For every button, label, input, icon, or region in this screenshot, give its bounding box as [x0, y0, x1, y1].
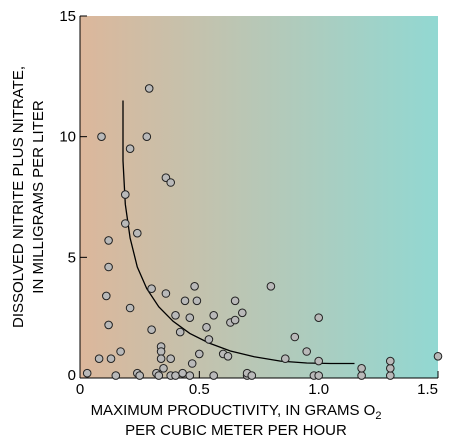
data-point [161, 289, 171, 298]
data-point [121, 190, 130, 199]
data-point [230, 296, 240, 306]
data-point [82, 368, 92, 378]
data-point [144, 84, 154, 93]
data-point [166, 354, 175, 364]
data-point [178, 368, 187, 378]
svg-text:MAXIMUM PRODUCTIVITY, IN GRAMS: MAXIMUM PRODUCTIVITY, IN GRAMS O2 [91, 402, 382, 422]
data-point [247, 371, 257, 380]
y-axis-title-line2: IN MILLIGRAMS PER LITER [30, 100, 47, 294]
data-point [159, 364, 168, 373]
data-point [266, 282, 276, 291]
data-point [281, 354, 290, 364]
data-point [104, 262, 113, 272]
data-point [156, 354, 166, 364]
data-point [104, 236, 113, 245]
data-point [290, 332, 300, 342]
data-point [209, 371, 218, 380]
x-tick-label: 1.0 [308, 381, 329, 398]
x-axis-title: MAXIMUM PRODUCTIVITY, IN GRAMS O2 PER CU… [91, 402, 382, 439]
data-point [106, 354, 116, 364]
data-point [314, 356, 324, 366]
data-point [102, 291, 111, 301]
data-point [187, 359, 197, 368]
data-point [314, 371, 324, 380]
x-tick-label: 0 [76, 381, 84, 398]
data-point [111, 371, 121, 380]
data-points [82, 84, 443, 380]
data-point [223, 352, 233, 361]
y-tick-label: 5 [68, 249, 76, 266]
data-point [133, 228, 142, 238]
data-point [147, 284, 156, 294]
data-point [386, 371, 395, 380]
data-point [204, 335, 214, 344]
data-point [314, 313, 324, 323]
data-point [209, 311, 218, 320]
data-point [190, 282, 199, 291]
data-point [171, 371, 180, 380]
y-tick-label: 0 [68, 367, 76, 384]
data-point [166, 178, 175, 187]
y-axis-title: DISSOLVED NITRITE PLUS NITRATE, IN MILLI… [10, 66, 47, 328]
data-point [433, 352, 443, 361]
data-point [238, 308, 247, 318]
data-point [185, 313, 195, 323]
data-point [192, 296, 202, 306]
data-point [175, 327, 185, 337]
data-point [171, 311, 180, 320]
data-point [302, 347, 312, 356]
data-point [156, 347, 166, 356]
data-point [121, 219, 130, 228]
data-point [135, 371, 144, 380]
data-point [180, 296, 190, 306]
x-axis-title-line1: MAXIMUM PRODUCTIVITY, IN GRAMS O [91, 402, 376, 419]
data-point [104, 320, 113, 330]
y-axis-title-line1: DISSOLVED NITRITE PLUS NITRATE, [10, 66, 27, 328]
tick-labels: 0 0.5 1.0 1.5 0 5 10 15 [59, 8, 438, 398]
data-point [386, 356, 395, 366]
data-point [230, 315, 240, 325]
y-tick-label: 15 [59, 8, 76, 25]
data-point [116, 347, 125, 356]
x-axis-title-line2: PER CUBIC METER PER HOUR [125, 422, 347, 439]
data-point [154, 371, 164, 380]
data-point [195, 349, 204, 359]
data-point [147, 325, 156, 335]
data-point [386, 364, 395, 373]
data-point [202, 323, 211, 332]
x-tick-label: 0.5 [189, 381, 210, 398]
data-point [185, 371, 195, 380]
x-axis-title-subscript: 2 [375, 410, 381, 422]
data-point [125, 144, 135, 153]
data-point [125, 303, 135, 313]
data-point [142, 132, 152, 141]
data-point [94, 354, 104, 364]
data-point [357, 371, 366, 380]
data-point [357, 364, 366, 373]
y-tick-label: 10 [59, 129, 76, 146]
x-tick-label: 1.5 [417, 381, 438, 398]
plot-area [80, 16, 438, 378]
data-point [97, 132, 106, 141]
